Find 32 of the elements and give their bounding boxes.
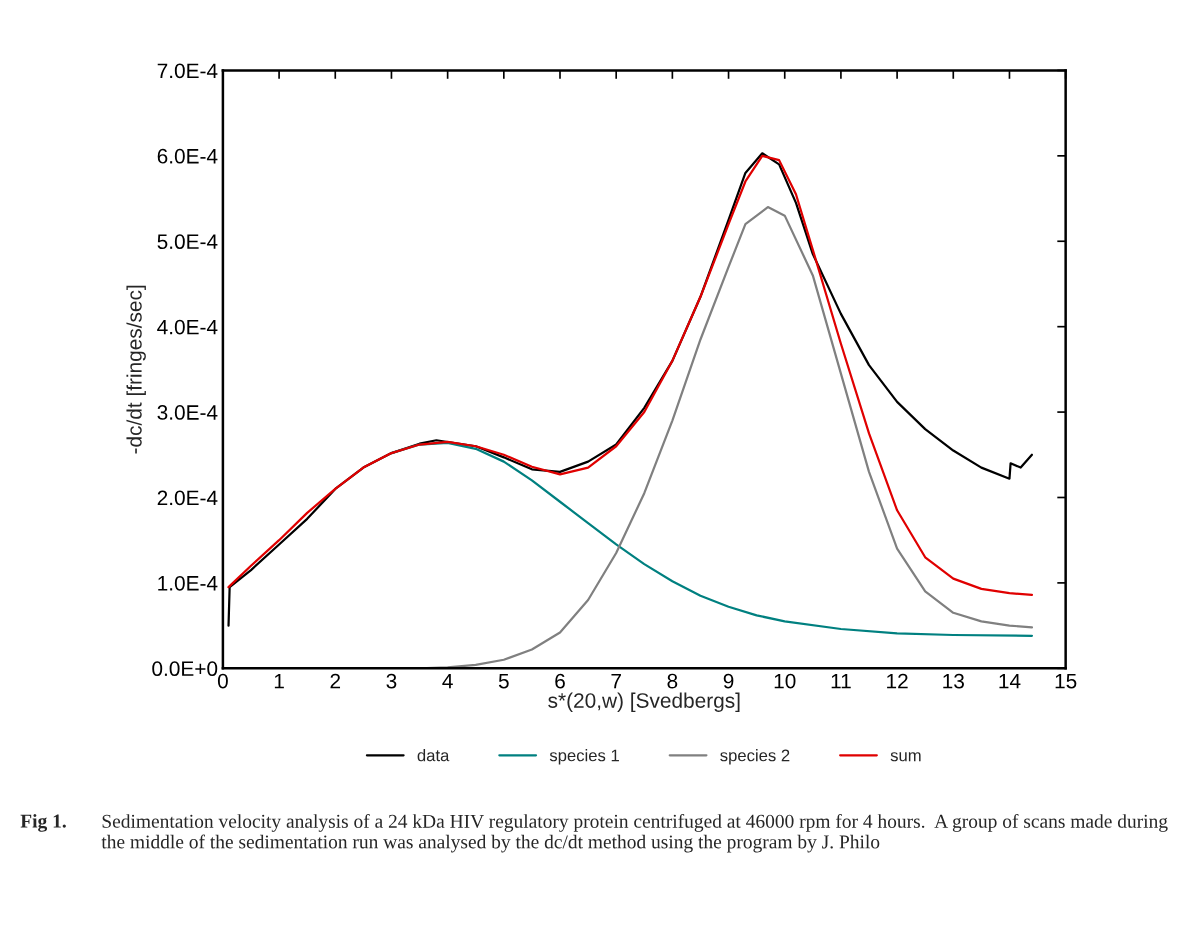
- x-tick-label: 3: [386, 673, 397, 689]
- x-tick-label: 1: [274, 673, 284, 689]
- x-tick-label: 14: [999, 673, 1021, 689]
- x-tick-label: 6: [555, 673, 565, 689]
- x-tick-label: 7: [611, 673, 621, 689]
- text: Sedimentation velocity analysis of a 24 kDa HIV regulatory protein centrifuged at 46000 rpm for 4 hours. A group of scans made during the middle of the sedimentation run was analysed by the dc/dt method using the program by J. Philo: [101, 813, 1168, 853]
- y-tick-label: 0.0E+0: [152, 661, 218, 677]
- y-axis-title: -dc/dt [fringes/sec]: [126, 285, 146, 454]
- x-tick-label: 9: [723, 673, 734, 689]
- y-tick-label: 1.0E-4: [158, 575, 218, 591]
- x-tick-label: 12: [887, 673, 908, 689]
- y-tick-label: 3.0E-4: [157, 405, 218, 420]
- legend-label: data: [417, 749, 450, 762]
- x-tick-label: 5: [498, 673, 509, 689]
- y-tick-label: 5.0E-4: [157, 234, 218, 250]
- x-tick-label: 0: [217, 673, 228, 689]
- x-axis-title: s*(20,w) [Svedbergs]: [548, 692, 740, 713]
- legend-label: species 2: [720, 749, 790, 765]
- y-tick-label: 2.0E-4: [157, 490, 218, 506]
- x-tick-label: 4: [442, 673, 453, 689]
- caption: Fig 1.: [20, 813, 66, 832]
- x-tick-label: 15: [1055, 673, 1077, 689]
- x-tick-label: 10: [774, 673, 796, 689]
- x-tick-label: 8: [667, 673, 678, 689]
- y-tick-label: 4.0E-4: [157, 319, 218, 335]
- x-tick-label: 11: [831, 673, 851, 689]
- legend-label: species 1: [549, 749, 619, 765]
- y-tick-label: 6.0E-4: [157, 148, 218, 164]
- x-tick-label: 13: [943, 673, 964, 689]
- legend-label: sum: [890, 752, 921, 762]
- y-tick-label: 7.0E-4: [157, 63, 218, 79]
- x-tick-label: 2: [330, 673, 341, 689]
